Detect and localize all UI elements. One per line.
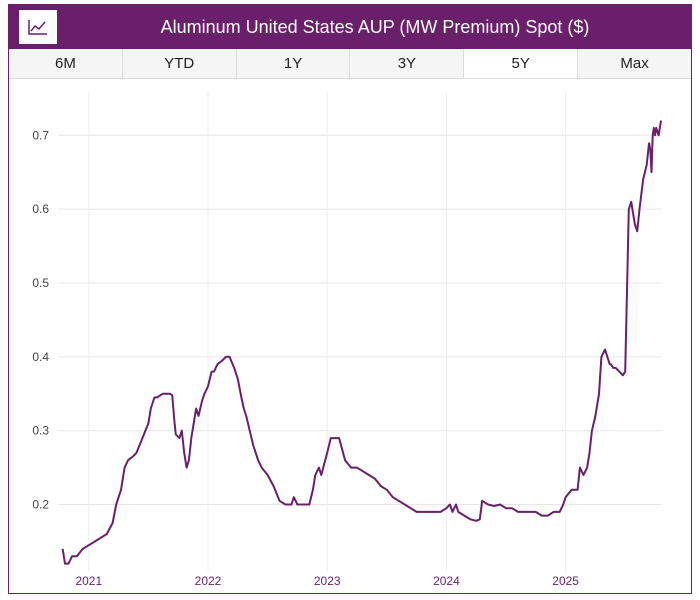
tab-6m[interactable]: 6M — [9, 49, 123, 78]
y-tick-label: 0.7 — [32, 128, 49, 142]
y-tick-label: 0.4 — [32, 350, 49, 364]
tab-3y[interactable]: 3Y — [350, 49, 465, 78]
range-tabs: 6M YTD 1Y 3Y 5Y Max — [9, 49, 691, 79]
x-tick-label: 2023 — [314, 574, 341, 588]
x-tick-label: 2022 — [195, 574, 222, 588]
y-tick-label: 0.5 — [32, 276, 49, 290]
y-tick-label: 0.6 — [32, 202, 49, 216]
y-tick-label: 0.2 — [32, 498, 49, 512]
y-tick-label: 0.3 — [32, 424, 49, 438]
x-tick-label: 2024 — [433, 574, 460, 588]
series-line-0 — [61, 142, 651, 565]
x-tick-label: 2021 — [75, 574, 102, 588]
tab-max[interactable]: Max — [578, 49, 691, 78]
tab-5y[interactable]: 5Y — [464, 49, 579, 78]
tab-1y[interactable]: 1Y — [236, 49, 351, 78]
series-line-1 — [648, 120, 662, 174]
line-chart: 0.2 0.3 0.4 0.5 0.6 0.7 2021 2022 2023 2024 2025 — [32, 91, 662, 588]
chart-type-button[interactable] — [19, 10, 57, 44]
chart-widget: Aluminum United States AUP (MW Premium) … — [8, 4, 692, 594]
chart-title: Aluminum United States AUP (MW Premium) … — [160, 16, 590, 37]
x-tick-label: 2025 — [552, 574, 579, 588]
title-bar: Aluminum United States AUP (MW Premium) … — [9, 5, 691, 49]
tab-ytd[interactable]: YTD — [122, 49, 237, 78]
plot-area: 0.2 0.3 0.4 0.5 0.6 0.7 2021 2022 2023 2024 2025 — [9, 79, 691, 593]
line-chart-icon — [28, 20, 47, 35]
